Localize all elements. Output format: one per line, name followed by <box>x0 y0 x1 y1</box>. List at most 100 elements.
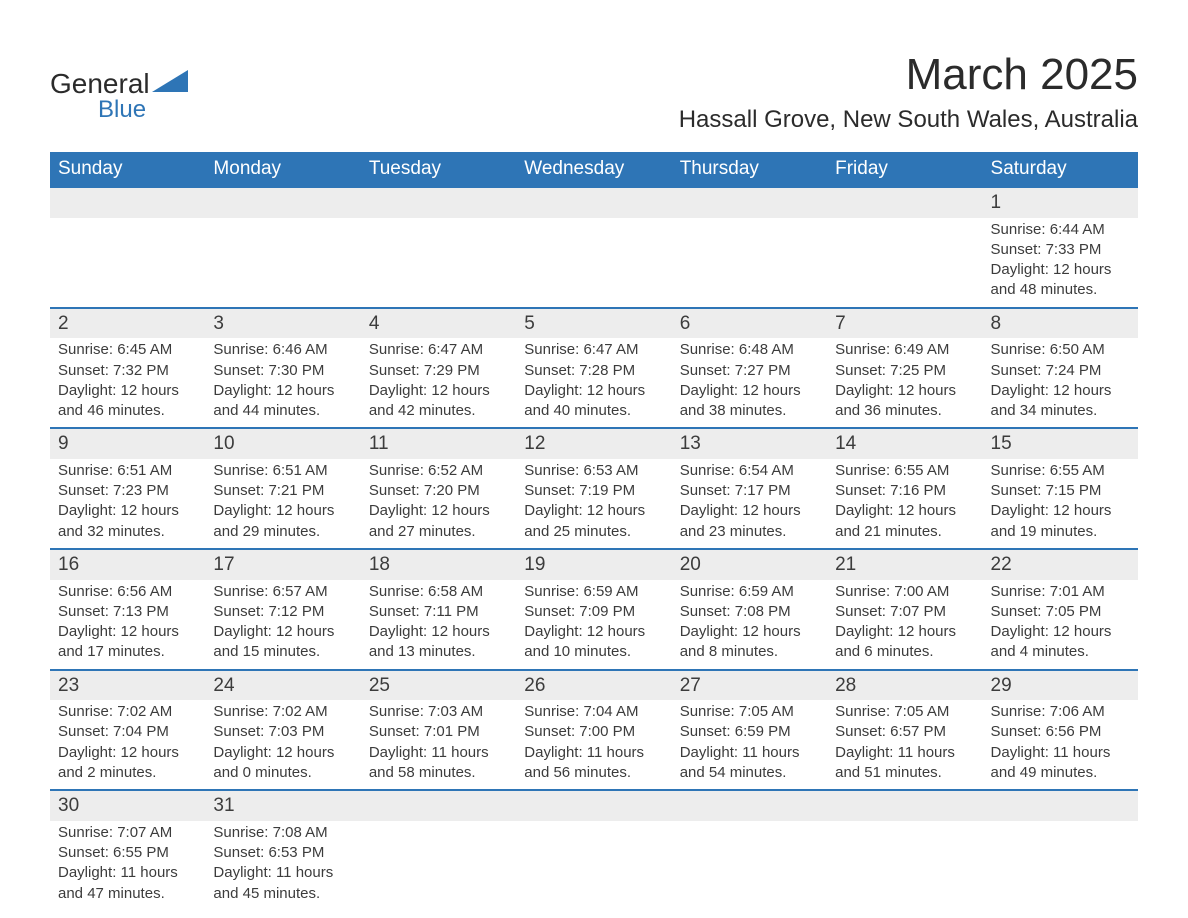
day-number: 11 <box>369 433 389 454</box>
sunset-text: Sunset: 7:00 PM <box>524 722 663 742</box>
daylight-text: Daylight: 11 hours and 45 minutes. <box>213 863 352 904</box>
day-detail-cell: Sunrise: 6:50 AMSunset: 7:24 PMDaylight:… <box>983 338 1138 428</box>
day-detail-cell <box>672 821 827 910</box>
sunrise-text: Sunrise: 7:05 AM <box>835 702 974 722</box>
daylight-text: Daylight: 12 hours and 48 minutes. <box>991 260 1130 301</box>
sunrise-text: Sunrise: 7:07 AM <box>58 823 197 843</box>
day-number: 15 <box>991 433 1012 454</box>
sunrise-text: Sunrise: 6:52 AM <box>369 461 508 481</box>
day-detail-cell <box>50 218 205 308</box>
day-number: 30 <box>58 795 79 816</box>
calendar-daynum-row: 2345678 <box>50 308 1138 339</box>
daylight-text: Daylight: 12 hours and 6 minutes. <box>835 622 974 663</box>
sunset-text: Sunset: 7:32 PM <box>58 361 197 381</box>
day-detail-cell: Sunrise: 6:48 AMSunset: 7:27 PMDaylight:… <box>672 338 827 428</box>
day-number: 24 <box>213 675 234 696</box>
sunrise-text: Sunrise: 6:55 AM <box>835 461 974 481</box>
calendar-detail-row: Sunrise: 6:44 AMSunset: 7:33 PMDaylight:… <box>50 218 1138 308</box>
day-detail-cell: Sunrise: 6:59 AMSunset: 7:09 PMDaylight:… <box>516 580 671 670</box>
day-detail-cell <box>672 218 827 308</box>
daylight-text: Daylight: 12 hours and 8 minutes. <box>680 622 819 663</box>
sunset-text: Sunset: 7:25 PM <box>835 361 974 381</box>
month-title: March 2025 <box>679 50 1138 100</box>
sunrise-text: Sunrise: 6:50 AM <box>991 340 1130 360</box>
weekday-header: Friday <box>827 152 982 187</box>
day-detail-cell: Sunrise: 6:47 AMSunset: 7:29 PMDaylight:… <box>361 338 516 428</box>
sunset-text: Sunset: 7:13 PM <box>58 602 197 622</box>
sunrise-text: Sunrise: 6:54 AM <box>680 461 819 481</box>
sunrise-text: Sunrise: 6:45 AM <box>58 340 197 360</box>
calendar-page: General Blue March 2025 Hassall Grove, N… <box>0 0 1188 918</box>
sunrise-text: Sunrise: 6:58 AM <box>369 582 508 602</box>
sunset-text: Sunset: 7:16 PM <box>835 481 974 501</box>
sunrise-text: Sunrise: 7:03 AM <box>369 702 508 722</box>
day-detail-cell: Sunrise: 7:01 AMSunset: 7:05 PMDaylight:… <box>983 580 1138 670</box>
day-number: 12 <box>524 433 545 454</box>
day-detail-cell: Sunrise: 6:45 AMSunset: 7:32 PMDaylight:… <box>50 338 205 428</box>
page-header: General Blue March 2025 Hassall Grove, N… <box>50 40 1138 144</box>
calendar-daynum-row: 1 <box>50 187 1138 218</box>
day-number-cell: 1 <box>983 187 1138 218</box>
location-subtitle: Hassall Grove, New South Wales, Australi… <box>679 106 1138 134</box>
day-detail-cell: Sunrise: 7:07 AMSunset: 6:55 PMDaylight:… <box>50 821 205 910</box>
day-number-cell: 4 <box>361 308 516 339</box>
day-detail-cell: Sunrise: 6:49 AMSunset: 7:25 PMDaylight:… <box>827 338 982 428</box>
brand-text: General Blue <box>50 70 188 122</box>
sunrise-text: Sunrise: 6:55 AM <box>991 461 1130 481</box>
sunrise-text: Sunrise: 7:01 AM <box>991 582 1130 602</box>
sunrise-text: Sunrise: 6:59 AM <box>524 582 663 602</box>
day-detail-cell <box>205 218 360 308</box>
sunset-text: Sunset: 7:08 PM <box>680 602 819 622</box>
day-number-cell <box>50 187 205 218</box>
day-number-cell: 13 <box>672 428 827 459</box>
daylight-text: Daylight: 12 hours and 38 minutes. <box>680 381 819 422</box>
sunrise-text: Sunrise: 7:00 AM <box>835 582 974 602</box>
day-detail-cell: Sunrise: 7:05 AMSunset: 6:57 PMDaylight:… <box>827 700 982 790</box>
day-number-cell: 17 <box>205 549 360 580</box>
daylight-text: Daylight: 11 hours and 56 minutes. <box>524 743 663 784</box>
sunrise-text: Sunrise: 7:04 AM <box>524 702 663 722</box>
day-detail-cell: Sunrise: 6:46 AMSunset: 7:30 PMDaylight:… <box>205 338 360 428</box>
day-detail-cell: Sunrise: 6:44 AMSunset: 7:33 PMDaylight:… <box>983 218 1138 308</box>
day-detail-cell: Sunrise: 7:02 AMSunset: 7:04 PMDaylight:… <box>50 700 205 790</box>
day-detail-cell: Sunrise: 7:03 AMSunset: 7:01 PMDaylight:… <box>361 700 516 790</box>
sunrise-text: Sunrise: 7:05 AM <box>680 702 819 722</box>
day-number-cell: 29 <box>983 670 1138 701</box>
sunrise-text: Sunrise: 6:59 AM <box>680 582 819 602</box>
day-number: 20 <box>680 554 701 575</box>
daylight-text: Daylight: 12 hours and 34 minutes. <box>991 381 1130 422</box>
sunset-text: Sunset: 7:27 PM <box>680 361 819 381</box>
daylight-text: Daylight: 12 hours and 40 minutes. <box>524 381 663 422</box>
day-number-cell <box>672 790 827 821</box>
sunset-text: Sunset: 7:07 PM <box>835 602 974 622</box>
sunset-text: Sunset: 7:03 PM <box>213 722 352 742</box>
daylight-text: Daylight: 12 hours and 46 minutes. <box>58 381 197 422</box>
day-number: 21 <box>835 554 856 575</box>
day-number: 26 <box>524 675 545 696</box>
sunset-text: Sunset: 7:19 PM <box>524 481 663 501</box>
daylight-text: Daylight: 12 hours and 36 minutes. <box>835 381 974 422</box>
sunset-text: Sunset: 7:28 PM <box>524 361 663 381</box>
day-number: 4 <box>369 313 380 334</box>
day-number-cell <box>672 187 827 218</box>
daylight-text: Daylight: 11 hours and 58 minutes. <box>369 743 508 784</box>
sunset-text: Sunset: 7:20 PM <box>369 481 508 501</box>
daylight-text: Daylight: 12 hours and 13 minutes. <box>369 622 508 663</box>
calendar-daynum-row: 16171819202122 <box>50 549 1138 580</box>
sunrise-text: Sunrise: 7:02 AM <box>213 702 352 722</box>
daylight-text: Daylight: 12 hours and 17 minutes. <box>58 622 197 663</box>
sunrise-text: Sunrise: 7:06 AM <box>991 702 1130 722</box>
day-number-cell <box>827 187 982 218</box>
day-number-cell: 22 <box>983 549 1138 580</box>
sunset-text: Sunset: 7:04 PM <box>58 722 197 742</box>
sunrise-text: Sunrise: 6:51 AM <box>213 461 352 481</box>
sunrise-text: Sunrise: 6:46 AM <box>213 340 352 360</box>
daylight-text: Daylight: 12 hours and 27 minutes. <box>369 501 508 542</box>
day-number-cell: 30 <box>50 790 205 821</box>
sunset-text: Sunset: 6:57 PM <box>835 722 974 742</box>
sunset-text: Sunset: 7:05 PM <box>991 602 1130 622</box>
daylight-text: Daylight: 12 hours and 32 minutes. <box>58 501 197 542</box>
sunset-text: Sunset: 7:21 PM <box>213 481 352 501</box>
day-number: 8 <box>991 313 1002 334</box>
daylight-text: Daylight: 12 hours and 25 minutes. <box>524 501 663 542</box>
